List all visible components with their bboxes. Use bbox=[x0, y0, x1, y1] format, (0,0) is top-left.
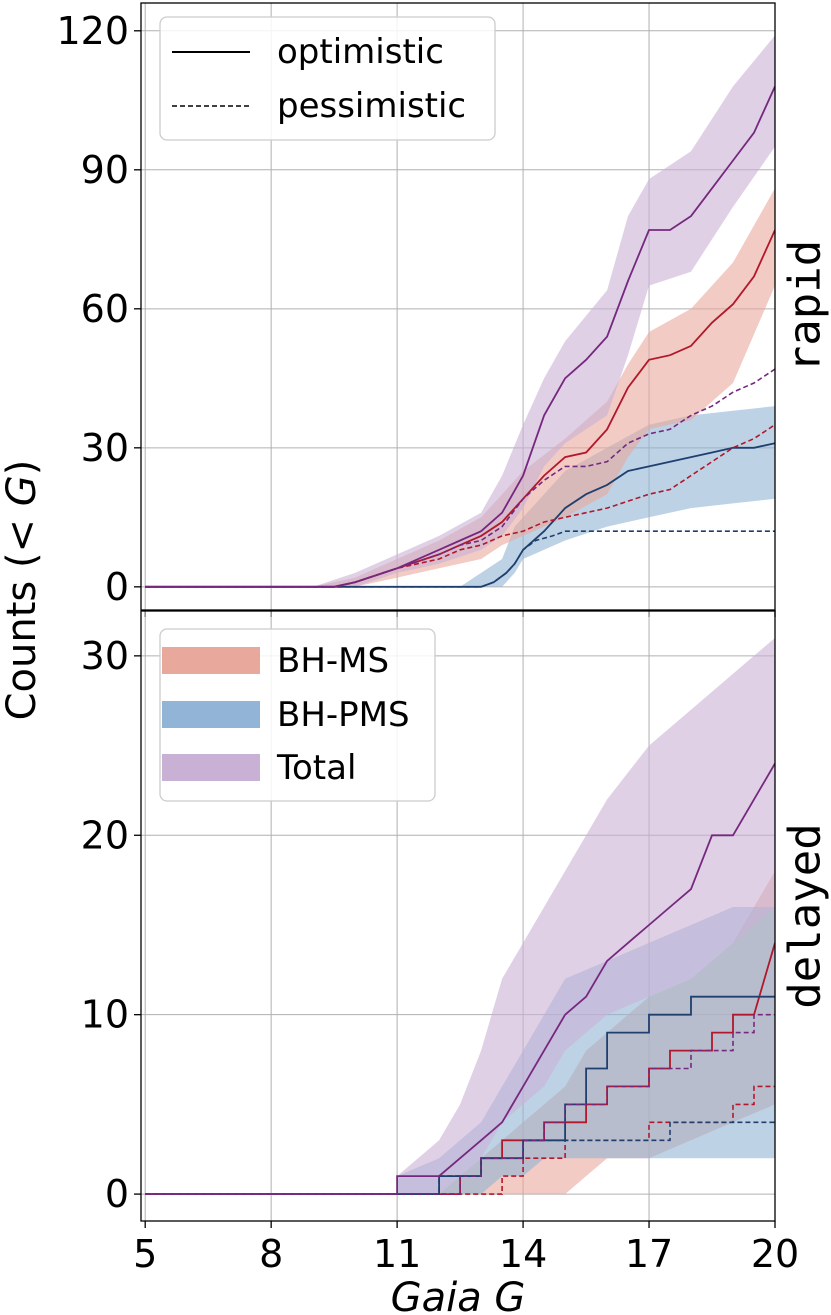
axes-frame-top bbox=[140, 2, 776, 611]
x-tick-label-11: 11 bbox=[373, 1232, 421, 1276]
y-axis-label: Counts (< G) bbox=[0, 460, 45, 721]
legend-pessimistic-label: pessimistic bbox=[277, 86, 466, 126]
axes-frame-bottom bbox=[140, 610, 776, 1222]
band-bhms-rapid bbox=[145, 188, 775, 587]
line-bhms-pessimistic-delayed bbox=[145, 1085, 775, 1195]
line-bhms-optimistic-rapid bbox=[145, 229, 775, 588]
y-tick-label-90: 90 bbox=[81, 148, 129, 192]
line-bhpms-pessimistic-rapid bbox=[145, 530, 775, 588]
panel-delayed: 0 10 20 30 5 8 11 14 17 20 delayed BH-MS BH-PMS … bbox=[81, 610, 831, 1276]
y-axis-label-italic: < G bbox=[0, 475, 45, 552]
x-ticks: 5 8 11 14 17 20 bbox=[133, 1232, 799, 1276]
y-tick-label-0: 0 bbox=[105, 565, 129, 609]
legend-total-label: Total bbox=[276, 748, 356, 788]
x-tick-label-17: 17 bbox=[625, 1232, 673, 1276]
x-tick-label-8: 8 bbox=[259, 1232, 283, 1276]
line-bhms-pessimistic-rapid bbox=[145, 424, 775, 588]
y-axis-label-prefix: Counts ( bbox=[0, 552, 45, 720]
y-tick-label-30: 30 bbox=[81, 634, 129, 678]
legend-total-swatch bbox=[162, 754, 260, 781]
legend-optimistic-label: optimistic bbox=[277, 32, 444, 72]
legend-linestyle: optimistic pessimistic bbox=[159, 16, 496, 141]
legend-bhms-swatch bbox=[162, 647, 260, 674]
line-total-pessimistic-delayed bbox=[145, 1013, 775, 1195]
x-tick-label-20: 20 bbox=[751, 1232, 799, 1276]
y-axis-label-suffix: ) bbox=[0, 460, 45, 476]
y-tick-label-10: 10 bbox=[81, 993, 129, 1037]
y-tick-label-60: 60 bbox=[81, 287, 129, 331]
line-total-optimistic-delayed bbox=[145, 763, 775, 1195]
x-tick-label-5: 5 bbox=[133, 1232, 157, 1276]
plot-area-rapid bbox=[145, 35, 775, 588]
side-label-rapid: rapid bbox=[780, 240, 831, 372]
y-ticks-top: 0 30 60 90 120 bbox=[56, 9, 141, 609]
line-total-optimistic-rapid bbox=[145, 86, 775, 588]
legend-bhpms-swatch bbox=[162, 701, 260, 728]
legend-colors: BH-MS BH-PMS Total bbox=[159, 628, 436, 802]
line-bhpms-optimistic-rapid bbox=[145, 442, 775, 588]
legend-linestyle-box bbox=[159, 16, 496, 141]
y-tick-label-30: 30 bbox=[81, 426, 129, 470]
line-total-pessimistic-rapid bbox=[145, 368, 775, 588]
band-total-delayed bbox=[145, 637, 775, 1195]
panel-rapid: 0 30 60 90 120 rapid optimistic pessimistic bbox=[56, 2, 831, 617]
y-tick-label-20: 20 bbox=[81, 813, 129, 857]
side-label-delayed: delayed bbox=[780, 823, 831, 1008]
y-ticks-bottom: 0 10 20 30 bbox=[81, 634, 141, 1216]
plot-area-delayed bbox=[145, 637, 775, 1195]
y-tick-label-120: 120 bbox=[56, 9, 129, 53]
legend-bhms-label: BH-MS bbox=[277, 641, 389, 681]
x-tick-label-14: 14 bbox=[499, 1232, 547, 1276]
y-tick-label-0: 0 bbox=[105, 1172, 129, 1216]
x-axis-label: Gaia G bbox=[391, 1275, 526, 1315]
legend-bhpms-label: BH-PMS bbox=[277, 695, 410, 735]
